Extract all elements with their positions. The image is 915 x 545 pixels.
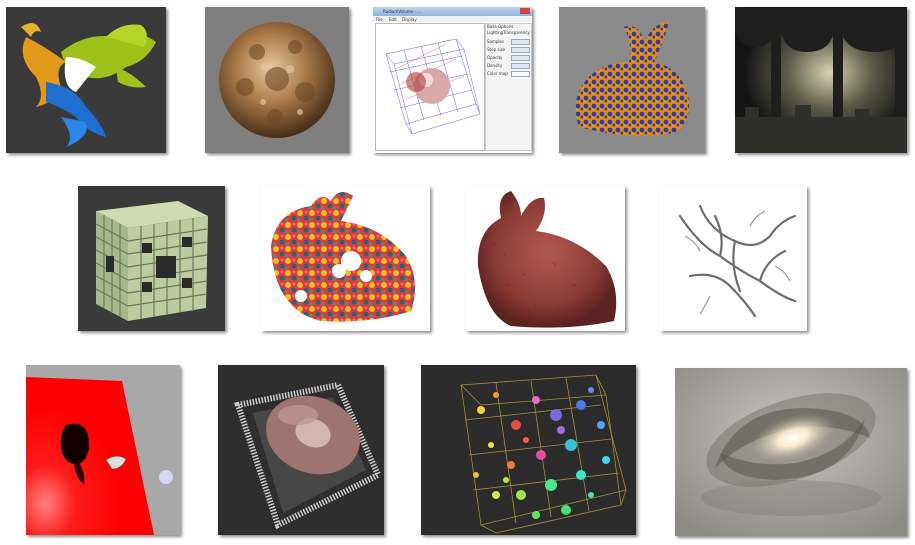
label-density: Density	[487, 63, 503, 68]
tile-galaxy[interactable]	[675, 368, 907, 536]
tile-spheres[interactable]	[421, 365, 636, 535]
window-menubar	[373, 16, 532, 22]
window-close-button[interactable]	[520, 8, 530, 14]
tile-bunny-noise[interactable]	[261, 186, 430, 331]
volume-grid-render	[385, 38, 481, 135]
window-title: RadiumVolume - ...	[383, 9, 421, 14]
tile-bunny-blue[interactable]	[559, 7, 705, 153]
tile-vessels[interactable]	[660, 186, 807, 331]
select-color-map[interactable]	[511, 71, 530, 77]
crypt-render	[735, 7, 907, 153]
label-step-size: Step size	[487, 47, 506, 52]
tile-mandelbulb[interactable]	[205, 7, 349, 153]
slider-samples[interactable]	[511, 39, 530, 45]
label-opacity: Opacity	[487, 55, 503, 60]
spheres-render	[421, 365, 636, 535]
menu-file[interactable]: File	[376, 17, 383, 22]
window-titlebar	[373, 7, 532, 16]
slider-opacity[interactable]	[511, 55, 530, 61]
tile-bunny-fur[interactable]	[466, 186, 625, 331]
bunny-blue-render	[559, 7, 705, 153]
slider-step-size[interactable]	[511, 47, 530, 53]
tile-point-cloud[interactable]	[218, 365, 384, 535]
bunny-noise-render	[261, 186, 430, 331]
panel-title: Base Options	[487, 24, 514, 29]
label-color-map: Color map	[487, 71, 508, 76]
tile-shadow-plane[interactable]	[26, 365, 180, 535]
bunny-fur-render	[466, 186, 625, 331]
tile-dragon[interactable]	[6, 7, 166, 153]
shadow-plane-render	[26, 365, 180, 535]
vessels-render	[660, 186, 807, 331]
tile-menger[interactable]	[78, 186, 225, 331]
tab-transparency[interactable]: Transparency	[503, 30, 530, 35]
slider-density[interactable]	[511, 63, 530, 69]
menu-display[interactable]: Display	[402, 17, 417, 22]
menu-edit[interactable]: Edit	[389, 17, 397, 22]
point-cloud-render	[218, 365, 384, 535]
mandelbulb-render	[205, 7, 349, 153]
viewport[interactable]	[375, 23, 485, 151]
dragon-render	[6, 7, 166, 153]
tile-crypt[interactable]	[735, 7, 907, 153]
galaxy-render	[675, 368, 907, 536]
tile-app-window[interactable]: RadiumVolume - ... File Edit Display Bas…	[373, 7, 532, 153]
label-samples: Samples	[487, 39, 505, 44]
tab-lighting[interactable]: Lighting	[487, 30, 504, 35]
menger-render	[78, 186, 225, 331]
